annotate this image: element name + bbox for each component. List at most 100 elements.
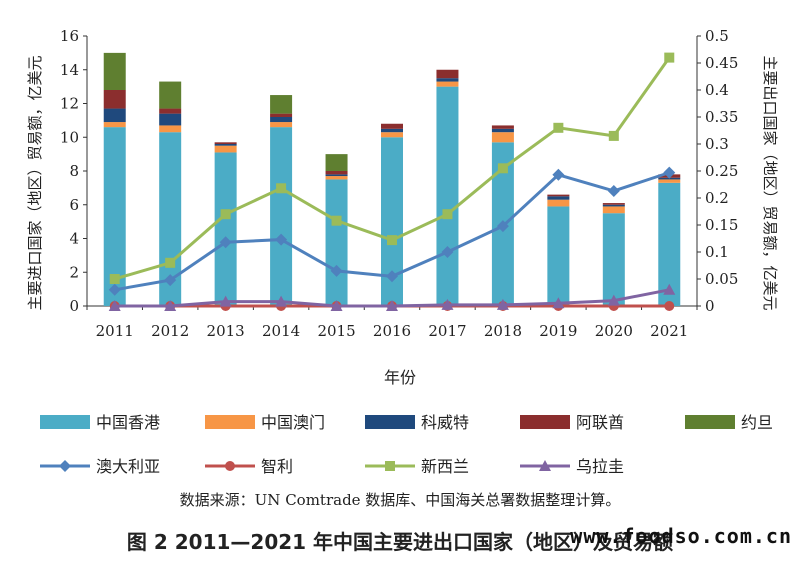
legend-label: 澳大利亚 bbox=[96, 457, 160, 476]
x-tick-label: 2017 bbox=[428, 322, 466, 340]
legend-label: 中国澳门 bbox=[261, 413, 325, 432]
bar-segment bbox=[214, 144, 237, 146]
legend-swatch bbox=[365, 415, 415, 429]
bar-segment bbox=[103, 52, 126, 90]
bar-segment bbox=[159, 113, 182, 126]
line-point bbox=[553, 122, 564, 133]
line-point bbox=[496, 220, 509, 233]
line-point bbox=[552, 168, 565, 181]
chart-lines bbox=[108, 52, 676, 311]
right-tick-label: 0.4 bbox=[705, 81, 729, 99]
line-point bbox=[387, 235, 397, 246]
left-tick-label: 6 bbox=[69, 196, 79, 214]
bar-segment bbox=[270, 122, 293, 128]
line-point bbox=[607, 184, 620, 197]
legend-swatch bbox=[205, 415, 255, 429]
left-tick-label: 12 bbox=[60, 95, 79, 113]
chart-axes: 0 2 4 6 8 10 12 14 16 0 0.05 0.1 0.15 0.2 0.25 0.3 0.35 0… bbox=[60, 27, 739, 340]
bar-segment bbox=[325, 174, 348, 177]
legend-swatch bbox=[40, 415, 90, 429]
x-axis-title: 年份 bbox=[384, 368, 416, 387]
bar-segment bbox=[103, 127, 126, 306]
left-tick-label: 2 bbox=[69, 263, 79, 281]
legend-label: 阿联酋 bbox=[576, 413, 624, 432]
line-point bbox=[552, 297, 565, 309]
bar-segment bbox=[103, 108, 126, 123]
bar-segment bbox=[325, 171, 348, 175]
bar-segment bbox=[103, 122, 126, 128]
bar-segment bbox=[436, 69, 459, 79]
bar-segment bbox=[103, 90, 126, 109]
bar-segment bbox=[270, 113, 293, 117]
line-point bbox=[496, 298, 509, 310]
bar-segment bbox=[602, 203, 625, 205]
line-point bbox=[108, 283, 121, 296]
line-point bbox=[164, 274, 177, 287]
left-axis-title: 主要进口国家（地区）贸易额，亿美元 bbox=[26, 55, 44, 310]
legend-swatch bbox=[685, 415, 735, 429]
line-point bbox=[385, 461, 395, 471]
bar-segment bbox=[547, 194, 570, 197]
line-point bbox=[386, 300, 398, 311]
legend-label: 新西兰 bbox=[421, 457, 469, 476]
line-point bbox=[330, 264, 343, 277]
right-tick-label: 0 bbox=[705, 297, 715, 315]
x-tick-label: 2018 bbox=[484, 322, 522, 340]
left-tick-label: 14 bbox=[60, 61, 79, 79]
bar-segment bbox=[491, 128, 514, 133]
line-point bbox=[607, 294, 620, 306]
bar-segment bbox=[270, 117, 293, 123]
right-tick-label: 0.2 bbox=[705, 189, 729, 207]
watermark: www.foodso.com.cn bbox=[570, 524, 792, 548]
right-axis-title: 主要出口国家（地区）贸易额，亿美元 bbox=[761, 55, 779, 310]
bar-segment bbox=[658, 182, 681, 306]
line-point bbox=[275, 295, 288, 307]
line-point bbox=[220, 209, 231, 220]
line-point bbox=[276, 183, 287, 194]
bar-segment bbox=[159, 125, 182, 133]
bar-segment bbox=[214, 142, 237, 144]
line-point bbox=[663, 283, 676, 295]
chart-bars bbox=[103, 52, 681, 306]
bar-segment bbox=[325, 176, 348, 180]
line-point bbox=[331, 215, 342, 226]
bar-segment bbox=[381, 132, 403, 138]
line-point bbox=[663, 166, 676, 179]
line-point bbox=[59, 460, 71, 472]
figure-caption: 图 2 2011—2021 年中国主要进出口国家（地区）及贸易额 bbox=[126, 530, 674, 554]
line-point bbox=[441, 246, 454, 258]
x-tick-label: 2016 bbox=[373, 322, 411, 340]
bar-segment bbox=[436, 81, 459, 87]
legend-label: 乌拉圭 bbox=[576, 457, 624, 476]
bar-segment bbox=[381, 123, 403, 129]
line-point bbox=[664, 301, 675, 311]
line-point bbox=[108, 300, 121, 311]
bar-segment bbox=[436, 86, 459, 306]
bar-segment bbox=[159, 132, 182, 306]
x-tick-label: 2020 bbox=[595, 322, 633, 340]
bar-segment bbox=[491, 125, 514, 129]
legend-label: 智利 bbox=[261, 457, 293, 476]
legend-swatch bbox=[520, 415, 570, 429]
bar-segment bbox=[602, 213, 625, 306]
bar-segment bbox=[491, 132, 514, 143]
bar-segment bbox=[602, 206, 625, 214]
bar-segment bbox=[270, 127, 293, 306]
legend-label: 科威特 bbox=[421, 413, 469, 432]
x-tick-label: 2013 bbox=[207, 322, 245, 340]
bar-segment bbox=[270, 95, 293, 114]
bar-segment bbox=[381, 128, 403, 133]
chart-labels: 年份 主要进口国家（地区）贸易额，亿美元 主要出口国家（地区）贸易额，亿美元 bbox=[26, 55, 779, 387]
line-point bbox=[497, 163, 508, 174]
right-tick-label: 0.45 bbox=[705, 54, 738, 72]
right-tick-label: 0.15 bbox=[705, 216, 738, 234]
bar-segment bbox=[159, 108, 182, 114]
x-tick-label: 2019 bbox=[539, 322, 577, 340]
line-point bbox=[441, 298, 454, 310]
x-tick-label: 2014 bbox=[262, 322, 300, 340]
line-point bbox=[386, 270, 398, 283]
line-point bbox=[330, 300, 343, 311]
source-note: 数据来源：UN Comtrade 数据库、中国海关总署数据整理计算。 bbox=[179, 491, 621, 509]
right-tick-label: 0.25 bbox=[705, 162, 738, 180]
